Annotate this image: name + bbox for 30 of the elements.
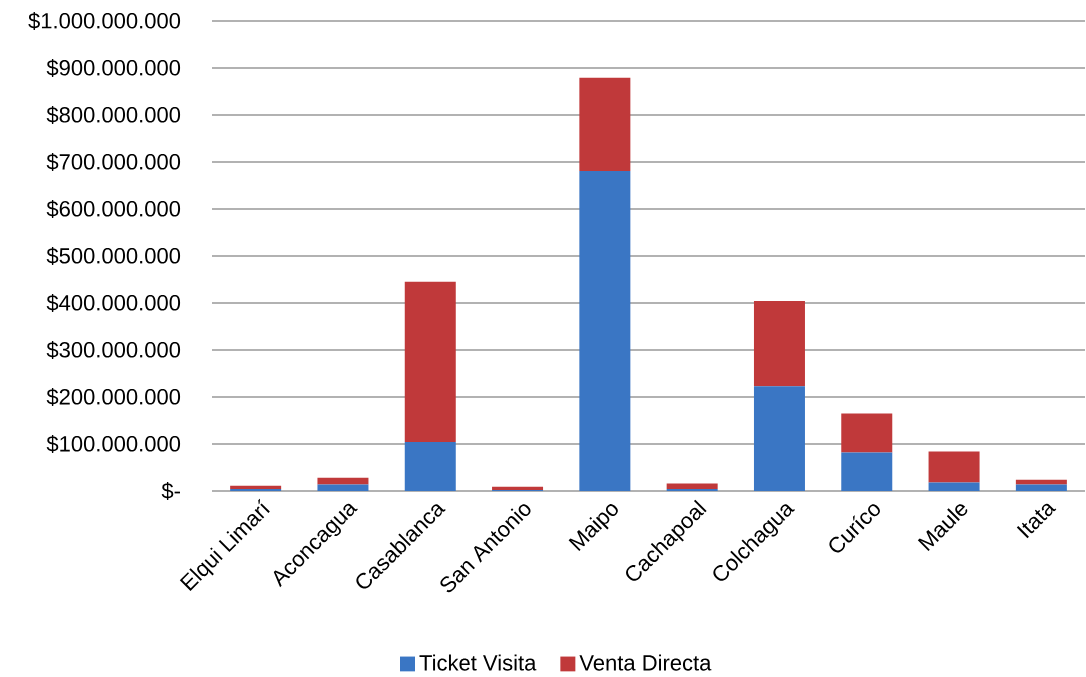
x-tick-label: Itata <box>1016 503 1057 539</box>
legend-label: Ticket Visita <box>419 654 537 671</box>
y-tick-label: $200.000.000 <box>46 388 181 406</box>
bar <box>841 452 893 491</box>
bar <box>317 484 369 491</box>
bar <box>317 477 369 485</box>
bar <box>841 413 893 453</box>
y-tick-label: $500.000.000 <box>46 247 181 265</box>
bar <box>579 77 631 171</box>
bar <box>666 483 718 490</box>
bar <box>753 301 805 387</box>
bar <box>579 170 631 491</box>
bar <box>230 485 282 490</box>
bar <box>404 442 456 491</box>
bar <box>492 486 544 491</box>
y-tick-label: $700.000.000 <box>46 153 181 171</box>
y-tick-label: $300.000.000 <box>46 341 181 359</box>
legend-label: Venta Directa <box>579 654 712 671</box>
y-tick-label: $100.000.000 <box>46 435 181 453</box>
y-tick-label: $800.000.000 <box>46 106 181 124</box>
y-tick-label: $900.000.000 <box>46 59 181 77</box>
bar <box>928 451 980 483</box>
bar <box>928 482 980 491</box>
y-tick-label: $400.000.000 <box>46 294 181 312</box>
bar <box>404 281 456 443</box>
bar <box>1015 484 1067 491</box>
y-tick-label: $- <box>161 482 180 500</box>
bar <box>753 386 805 491</box>
y-tick-label: $1.000.000.000 <box>28 12 181 30</box>
y-tick-label: $600.000.000 <box>46 200 181 218</box>
